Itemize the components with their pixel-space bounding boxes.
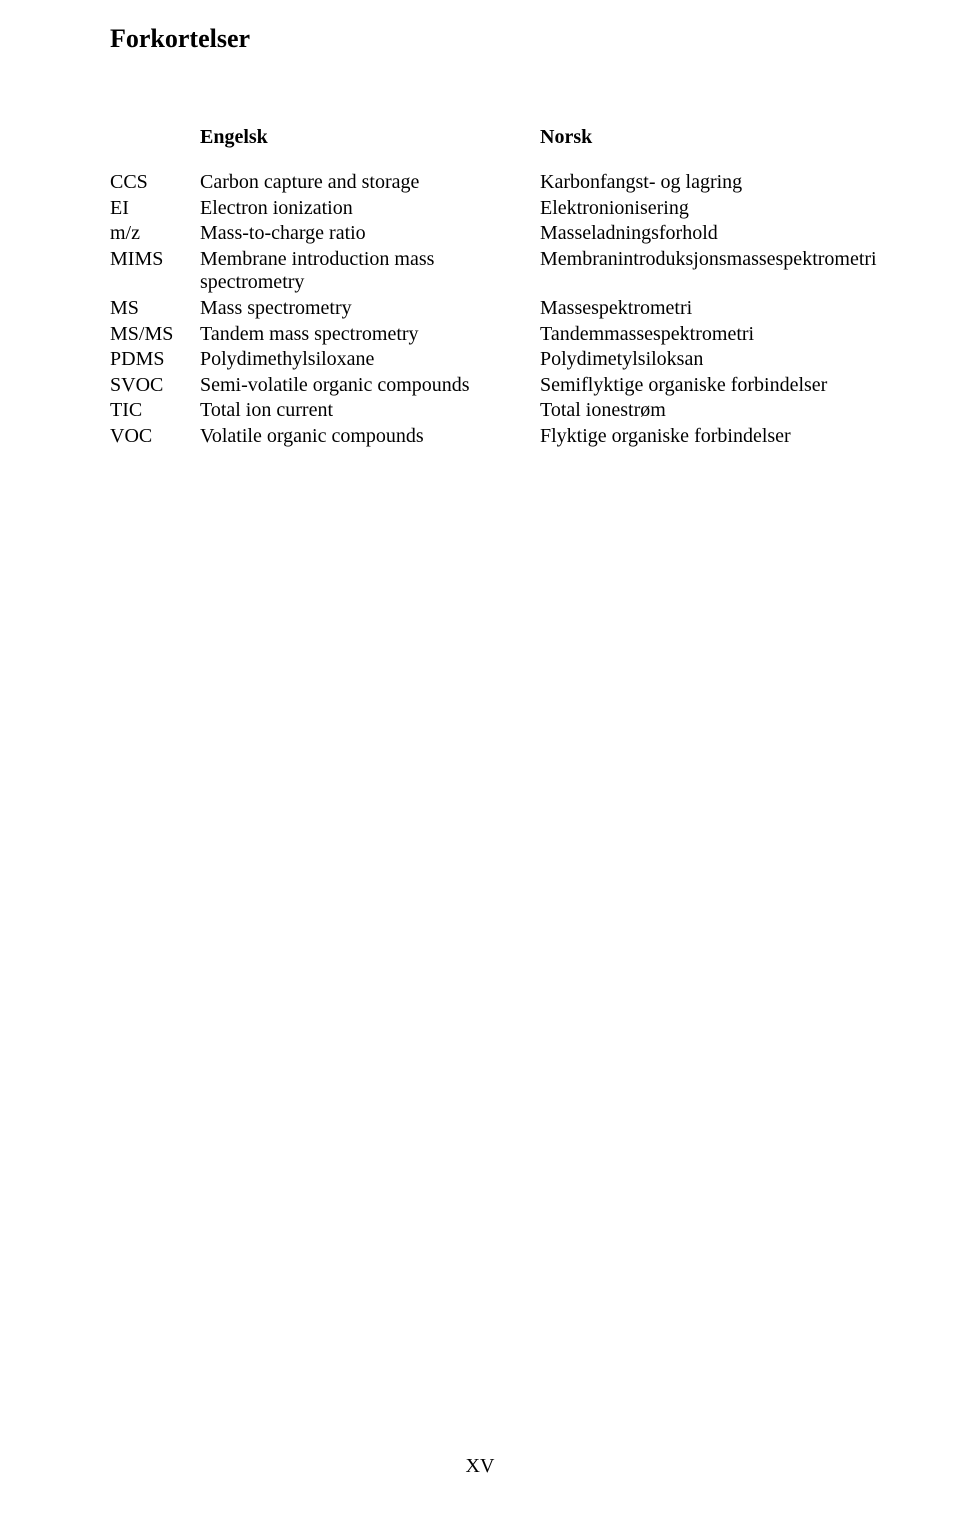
table-row: EI Electron ionization Elektronioniserin… [110, 197, 850, 223]
table-row: m/z Mass-to-charge ratio Masseladningsfo… [110, 222, 850, 248]
cell-abbr: PDMS [110, 348, 200, 374]
cell-norwegian: Semiflyktige organiske forbindelser [540, 374, 850, 400]
col-header-norwegian: Norsk [540, 126, 850, 171]
cell-english: Polydimethylsiloxane [200, 348, 540, 374]
cell-abbr: VOC [110, 425, 200, 451]
cell-norwegian: Membranintroduksjonsmassespektrometri [540, 248, 850, 297]
cell-abbr: MS/MS [110, 323, 200, 349]
cell-abbr: m/z [110, 222, 200, 248]
cell-abbr: TIC [110, 399, 200, 425]
cell-english: Electron ionization [200, 197, 540, 223]
cell-norwegian: Masseladningsforhold [540, 222, 850, 248]
cell-english: Total ion current [200, 399, 540, 425]
table-row: MIMS Membrane introduction mass spectrom… [110, 248, 850, 297]
col-header-english: Engelsk [200, 126, 540, 171]
table-header-row: Engelsk Norsk [110, 126, 850, 171]
cell-english: Carbon capture and storage [200, 171, 540, 197]
cell-abbr: CCS [110, 171, 200, 197]
abbreviations-table: Engelsk Norsk CCS Carbon capture and sto… [110, 126, 850, 451]
cell-abbr: SVOC [110, 374, 200, 400]
cell-english: Mass-to-charge ratio [200, 222, 540, 248]
col-header-abbr [110, 126, 200, 171]
page-number: XV [0, 1455, 960, 1478]
table-row: PDMS Polydimethylsiloxane Polydimetylsil… [110, 348, 850, 374]
cell-abbr: MIMS [110, 248, 200, 297]
cell-norwegian: Flyktige organiske forbindelser [540, 425, 850, 451]
table-row: TIC Total ion current Total ionestrøm [110, 399, 850, 425]
cell-abbr: EI [110, 197, 200, 223]
cell-norwegian: Massespektrometri [540, 297, 850, 323]
page-title: Forkortelser [110, 24, 850, 54]
cell-norwegian: Total ionestrøm [540, 399, 850, 425]
cell-norwegian: Polydimetylsiloksan [540, 348, 850, 374]
cell-english: Mass spectrometry [200, 297, 540, 323]
table-row: MS Mass spectrometry Massespektrometri [110, 297, 850, 323]
table-row: MS/MS Tandem mass spectrometry Tandemmas… [110, 323, 850, 349]
cell-abbr: MS [110, 297, 200, 323]
cell-norwegian: Elektronionisering [540, 197, 850, 223]
cell-english: Volatile organic compounds [200, 425, 540, 451]
cell-english: Tandem mass spectrometry [200, 323, 540, 349]
table-row: CCS Carbon capture and storage Karbonfan… [110, 171, 850, 197]
document-page: Forkortelser Engelsk Norsk CCS Carbon ca… [0, 0, 960, 1530]
cell-norwegian: Tandemmassespektrometri [540, 323, 850, 349]
cell-english: Semi-volatile organic compounds [200, 374, 540, 400]
cell-norwegian: Karbonfangst- og lagring [540, 171, 850, 197]
cell-english: Membrane introduction mass spectrometry [200, 248, 540, 297]
table-row: SVOC Semi-volatile organic compounds Sem… [110, 374, 850, 400]
table-row: VOC Volatile organic compounds Flyktige … [110, 425, 850, 451]
